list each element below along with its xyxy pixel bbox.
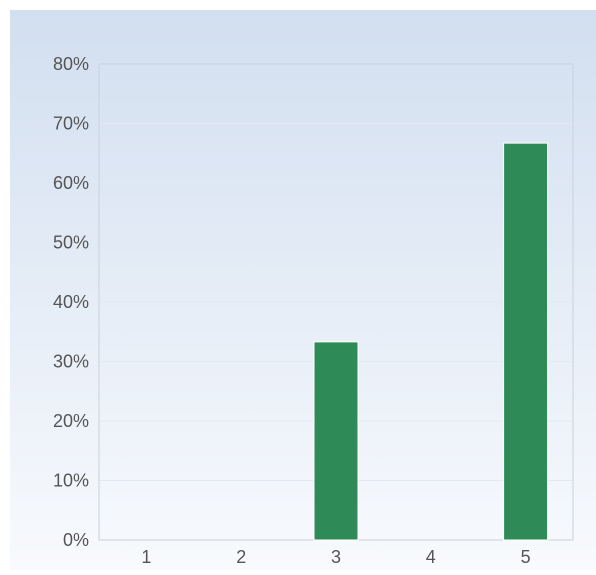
chart-background bbox=[10, 10, 596, 570]
y-tick-label: 60% bbox=[53, 173, 89, 193]
y-tick-label: 0% bbox=[63, 530, 89, 550]
x-tick-label: 1 bbox=[141, 547, 151, 567]
x-tick-label: 3 bbox=[331, 547, 341, 567]
x-tick-label: 4 bbox=[426, 547, 436, 567]
x-axis-ticks: 1 2 3 4 5 bbox=[141, 547, 530, 567]
x-tick-label: 5 bbox=[521, 547, 531, 567]
y-tick-label: 30% bbox=[53, 352, 89, 372]
y-tick-label: 50% bbox=[53, 233, 89, 253]
bar-chart: 0% 10% 20% 30% 40% 50% 60% 70% 80% 1 2 3 4 5 bbox=[10, 10, 596, 570]
y-tick-label: 80% bbox=[53, 54, 89, 74]
bar-5 bbox=[503, 142, 549, 541]
y-axis-ticks: 0% 10% 20% 30% 40% 50% 60% 70% 80% bbox=[53, 54, 89, 550]
y-tick-label: 10% bbox=[53, 471, 89, 491]
x-tick-label: 2 bbox=[236, 547, 246, 567]
y-tick-label: 40% bbox=[53, 292, 89, 312]
y-tick-label: 70% bbox=[53, 114, 89, 134]
chart-panel: 0% 10% 20% 30% 40% 50% 60% 70% 80% 1 2 3 4 5 bbox=[10, 10, 596, 570]
bar-3 bbox=[313, 341, 359, 541]
bars bbox=[313, 142, 549, 541]
y-tick-label: 20% bbox=[53, 411, 89, 431]
